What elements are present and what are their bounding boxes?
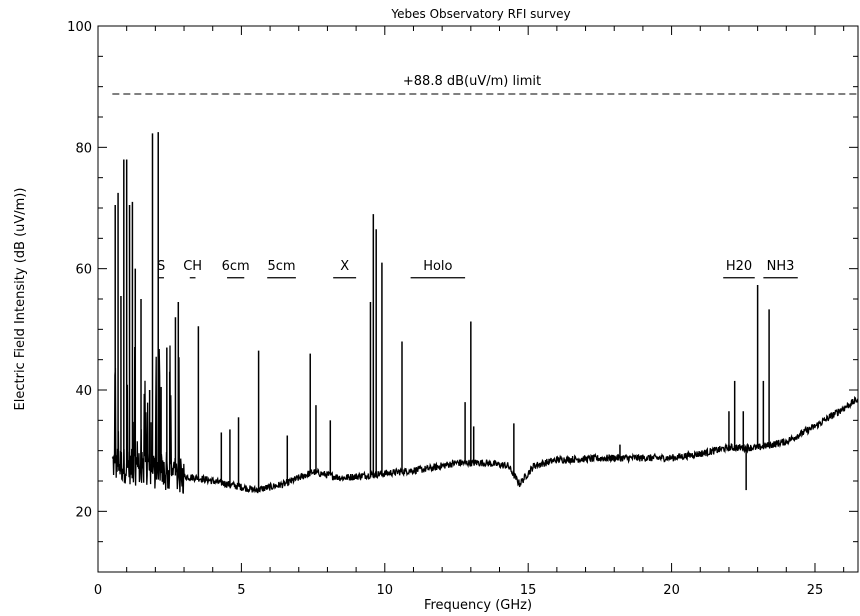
limit-label: +88.8 dB(uV/m) limit (403, 74, 541, 89)
chart-title: Yebes Observatory RFI survey (390, 7, 570, 21)
x-axis-label: Frequency (GHz) (424, 598, 532, 613)
x-tick-label: 15 (520, 583, 537, 598)
band-label: H20 (726, 259, 752, 274)
x-tick-label: 10 (377, 583, 394, 598)
series-trace (111, 132, 859, 494)
x-tick-label: 5 (237, 583, 245, 598)
series-line (111, 345, 859, 494)
y-tick-label: 60 (75, 263, 92, 278)
band-label: NH3 (767, 259, 795, 274)
band-label: CH (183, 259, 202, 274)
y-tick-label: 40 (75, 384, 92, 399)
band-label: X (340, 259, 349, 274)
x-tick-label: 20 (663, 583, 680, 598)
axis-ticks (97, 25, 858, 573)
y-tick-label: 20 (75, 505, 92, 520)
tick-labels: 0 5 10 15 20 25 20 40 60 80 100 (67, 20, 823, 598)
band-markers: S CH 6cm 5cm X Holo H20 NH3 (157, 259, 798, 279)
x-tick-label: 0 (94, 583, 102, 598)
band-label: Holo (423, 259, 452, 274)
band-label: S (157, 259, 165, 274)
y-tick-label: 100 (67, 20, 92, 35)
x-tick-label: 25 (807, 583, 824, 598)
band-label: 6cm (222, 259, 250, 274)
plot-frame (97, 25, 859, 573)
y-axis-label: Electric Field Intensity (dB (uV/m)) (13, 188, 28, 411)
band-label: 5cm (268, 259, 296, 274)
y-tick-label: 80 (75, 141, 92, 156)
